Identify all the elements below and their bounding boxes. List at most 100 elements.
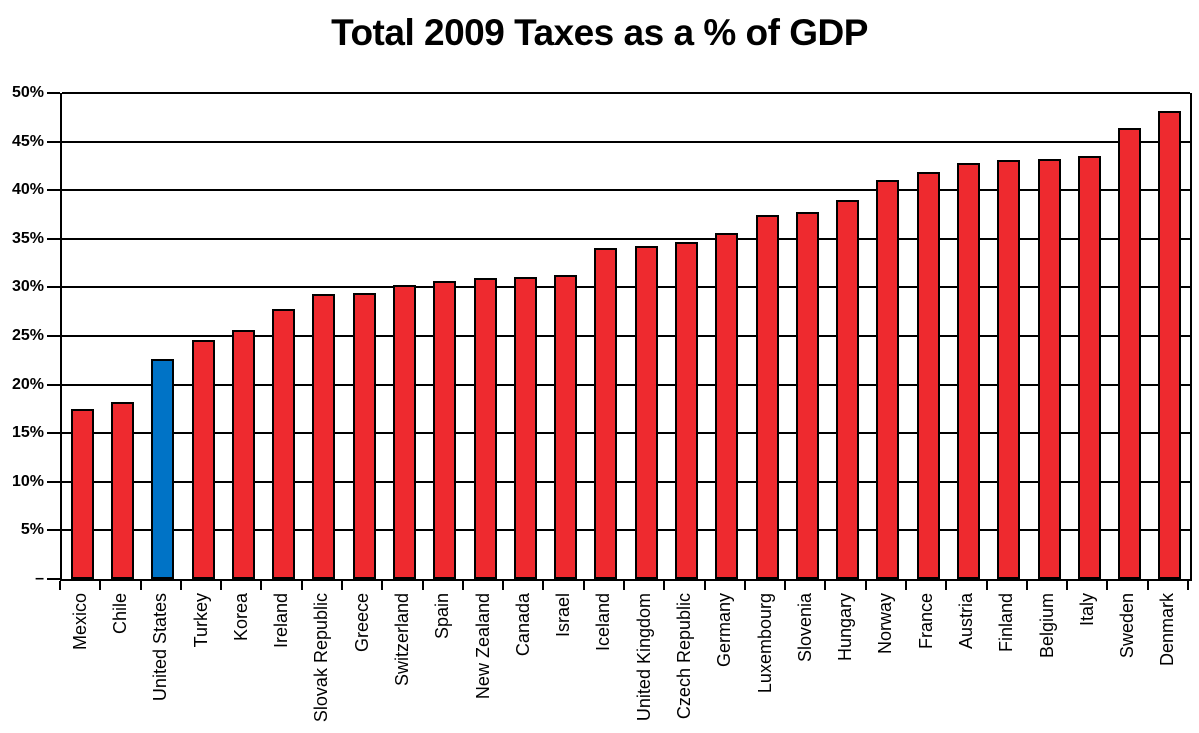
bar-luxembourg [755,215,779,579]
y-axis-label-15: 15% [11,424,44,442]
y-axis-label-40: 40% [11,181,44,199]
x-axis-label-germany: Germany [714,593,735,668]
x-axis-tick-24 [1025,581,1028,590]
bar-united-kingdom [634,245,658,579]
x-axis-tick-9 [421,581,424,590]
y-axis-label-50: 50% [11,84,44,101]
y-axis-tick-15 [47,432,60,435]
bar-canada [513,276,537,579]
plot-area [60,92,1192,581]
x-axis-label-switzerland: Switzerland [391,593,412,687]
y-axis-label-20: 20% [11,375,44,393]
x-axis-tick-8 [381,581,384,590]
x-axis-tick-18 [784,581,787,590]
x-axis-label-luxembourg: Luxembourg [754,593,775,694]
x-axis-tick-7 [341,581,343,590]
x-axis-label-new-zealand: New Zealand [472,593,493,700]
x-axis-label-finland: Finland [996,593,1017,653]
bar-mexico [70,408,94,579]
bar-slovak-republic [312,294,336,579]
gridline-45pct [62,140,1190,143]
y-axis-label-5: 5% [20,521,44,539]
bar-korea [231,330,255,579]
x-axis-tick-28 [1187,581,1189,590]
x-axis-tick-26 [1106,581,1109,590]
x-axis-label-spain: Spain [432,593,453,640]
bar-switzerland [392,285,416,579]
x-axis-label-austria: Austria [955,593,976,650]
x-axis-tick-15 [663,581,666,590]
x-axis-label-hungary: Hungary [835,593,856,662]
x-axis-tick-22 [945,581,948,590]
x-axis-tick-25 [1066,581,1069,590]
bar-slovenia [795,211,819,579]
bar-iceland [594,247,618,579]
x-axis-label-denmark: Denmark [1157,593,1178,667]
x-axis-tick-23 [985,581,988,590]
x-axis-tick-16 [703,581,706,590]
x-axis-tick-12 [542,581,545,590]
x-axis-tick-20 [864,581,867,590]
x-axis-label-norway: Norway [875,593,896,655]
bar-norway [876,180,900,579]
y-axis-label-45: 45% [11,132,44,150]
y-axis-label-10: 10% [11,472,44,490]
gridline-15pct [62,432,1190,435]
x-axis-label-italy: Italy [1076,593,1097,627]
y-axis-label-25: 25% [11,327,44,344]
x-axis-label-slovenia: Slovenia [794,593,815,663]
bar-czech-republic [674,241,698,579]
x-axis-label-mexico: Mexico [69,593,90,651]
x-axis-tick-19 [824,581,827,590]
bar-italy [1077,156,1101,579]
y-axis-tick-40 [47,189,60,192]
x-axis-tick-14 [623,581,625,590]
x-axis-label-united-kingdom: United Kingdom [633,593,654,722]
bar-austria [956,162,980,579]
x-axis-label-israel: Israel [553,593,574,638]
x-axis-tick-3 [179,581,182,590]
bar-denmark [1158,111,1182,579]
x-axis-tick-4 [220,581,223,590]
gridline-10pct [62,480,1190,483]
x-axis-tick-10 [461,581,464,590]
x-axis-label-greece: Greece [351,593,372,653]
gridline-50pct [62,92,1190,94]
x-axis-tick-1 [99,581,102,590]
x-axis-tick-6 [300,581,303,590]
bar-germany [715,232,739,579]
x-axis-tick-13 [582,581,585,590]
x-axis-label-slovak-republic: Slovak Republic [311,593,332,723]
y-axis-label-35: 35% [11,229,44,247]
x-axis-tick-27 [1146,581,1149,590]
x-axis-label-czech-republic: Czech Republic [673,593,694,720]
x-axis-label-belgium: Belgium [1036,593,1057,659]
gridline-5pct [62,529,1190,532]
y-axis-tick-35 [47,237,60,240]
bar-spain [433,280,457,579]
gridline-35pct [62,237,1190,240]
bar-turkey [191,339,215,579]
y-axis-label-30: 30% [11,278,44,296]
x-axis-label-chile: Chile [109,593,130,635]
y-axis-tick-5 [47,529,60,532]
bar-greece [352,293,376,579]
x-axis-tick-0 [59,581,61,590]
bar-ireland [272,308,296,579]
y-axis-tick-45 [47,140,60,143]
bar-sweden [1118,128,1142,579]
y-axis-label-0: – [35,570,44,587]
gridline-30pct [62,286,1190,289]
bar-new-zealand [473,277,497,579]
x-axis-label-korea: Korea [230,593,251,642]
bar-chile [110,402,134,579]
y-axis-tick-50 [47,92,60,94]
y-axis-tick-0 [47,578,60,580]
x-axis-label-sweden: Sweden [1117,593,1138,659]
gridline-20pct [62,383,1190,386]
x-axis-label-united-states: United States [150,593,171,702]
y-axis-tick-30 [47,286,60,289]
bar-finland [997,160,1021,579]
x-axis-label-turkey: Turkey [190,593,211,648]
